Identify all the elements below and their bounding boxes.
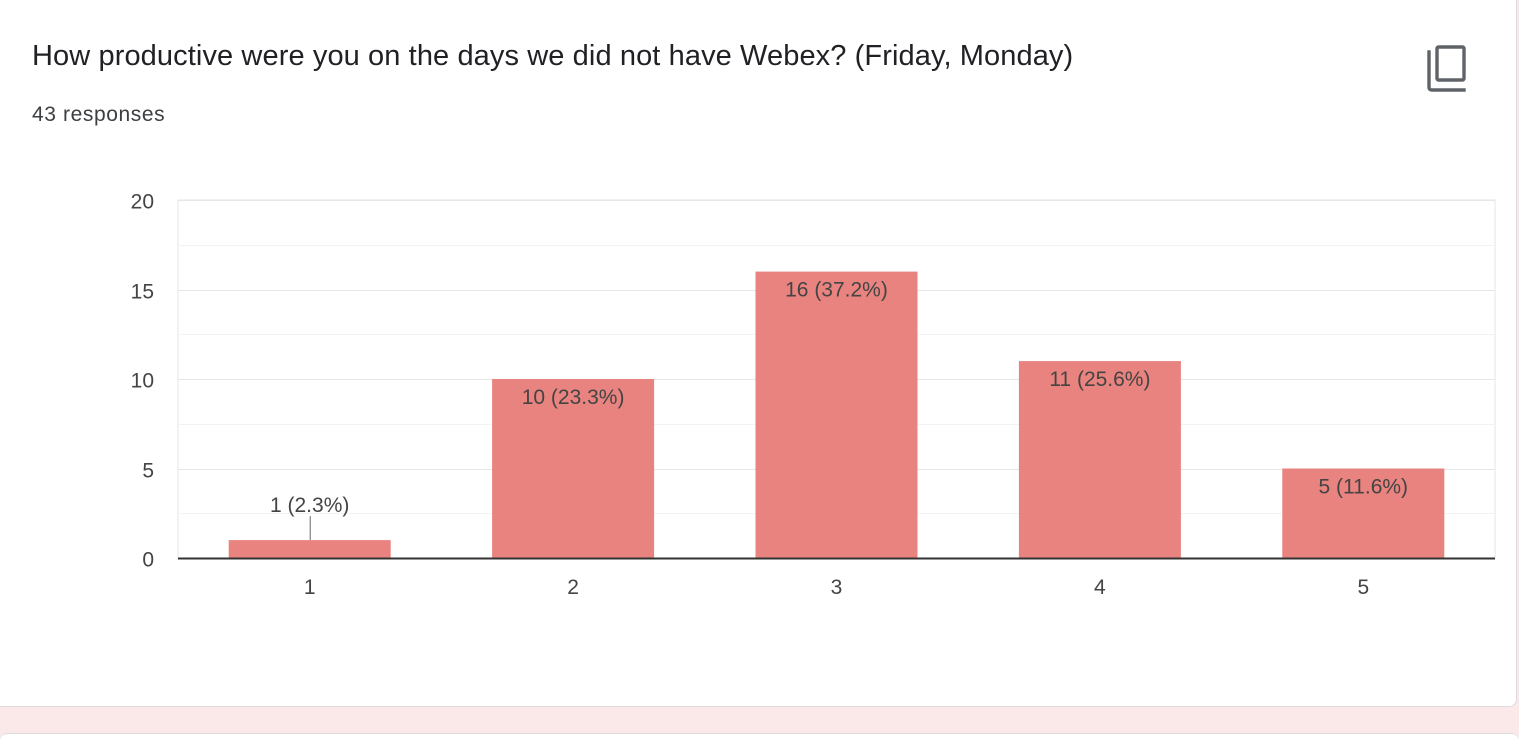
response-count: 43 responses bbox=[32, 103, 166, 126]
next-card-edge bbox=[0, 733, 1519, 742]
question-card: How productive were you on the days we d… bbox=[0, 0, 1517, 707]
copy-chart-button[interactable] bbox=[1420, 40, 1472, 96]
question-title: How productive were you on the days we d… bbox=[32, 40, 1074, 72]
copy-icon bbox=[1427, 45, 1466, 92]
